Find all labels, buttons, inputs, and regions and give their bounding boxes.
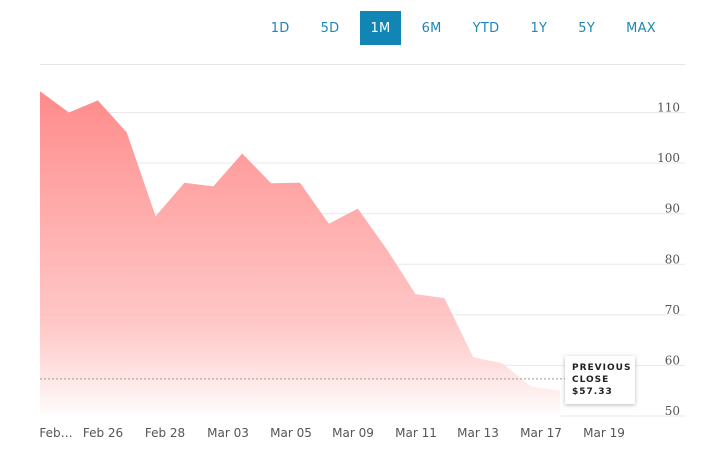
range-button-5d[interactable]: 5D: [311, 11, 350, 45]
y-tick-label: 60: [665, 353, 680, 367]
top-divider: [40, 64, 685, 65]
tooltip-label-line2: CLOSE: [572, 375, 610, 385]
range-selector: 1D 5D 1M 6M YTD 1Y 5Y MAX: [250, 11, 666, 45]
x-tick-label: Mar 11: [395, 426, 437, 440]
range-button-ytd[interactable]: YTD: [463, 11, 510, 45]
y-tick-label: 70: [665, 303, 680, 317]
x-tick-label: Mar 09: [332, 426, 374, 440]
tooltip-value: $57.33: [572, 387, 613, 397]
tooltip-label-line1: PREVIOUS: [572, 363, 632, 373]
range-button-5y[interactable]: 5Y: [568, 11, 605, 45]
x-tick-label: Feb 26: [83, 426, 123, 440]
range-button-6m[interactable]: 6M: [412, 11, 452, 45]
price-area: [40, 91, 560, 419]
x-tick-label: Mar 13: [457, 426, 499, 440]
x-tick-label: Mar 03: [207, 426, 249, 440]
range-button-1y[interactable]: 1Y: [520, 11, 557, 45]
range-button-1m[interactable]: 1M: [360, 11, 401, 45]
x-tick-label: Mar 05: [270, 426, 312, 440]
y-tick-label: 110: [657, 101, 680, 115]
previous-close-tooltip: PREVIOUS CLOSE $57.33: [565, 356, 635, 404]
y-tick-label: 80: [665, 252, 680, 266]
x-tick-label: Feb 28: [145, 426, 185, 440]
x-tick-label: Mar 17: [520, 426, 562, 440]
y-tick-label: 100: [657, 151, 680, 165]
x-tick-label: Mar 19: [583, 426, 625, 440]
range-button-max[interactable]: MAX: [616, 11, 666, 45]
x-tick-label: Feb…: [39, 426, 72, 440]
y-tick-label: 90: [665, 202, 680, 216]
y-tick-label: 50: [665, 404, 680, 418]
range-button-1d[interactable]: 1D: [261, 11, 300, 45]
